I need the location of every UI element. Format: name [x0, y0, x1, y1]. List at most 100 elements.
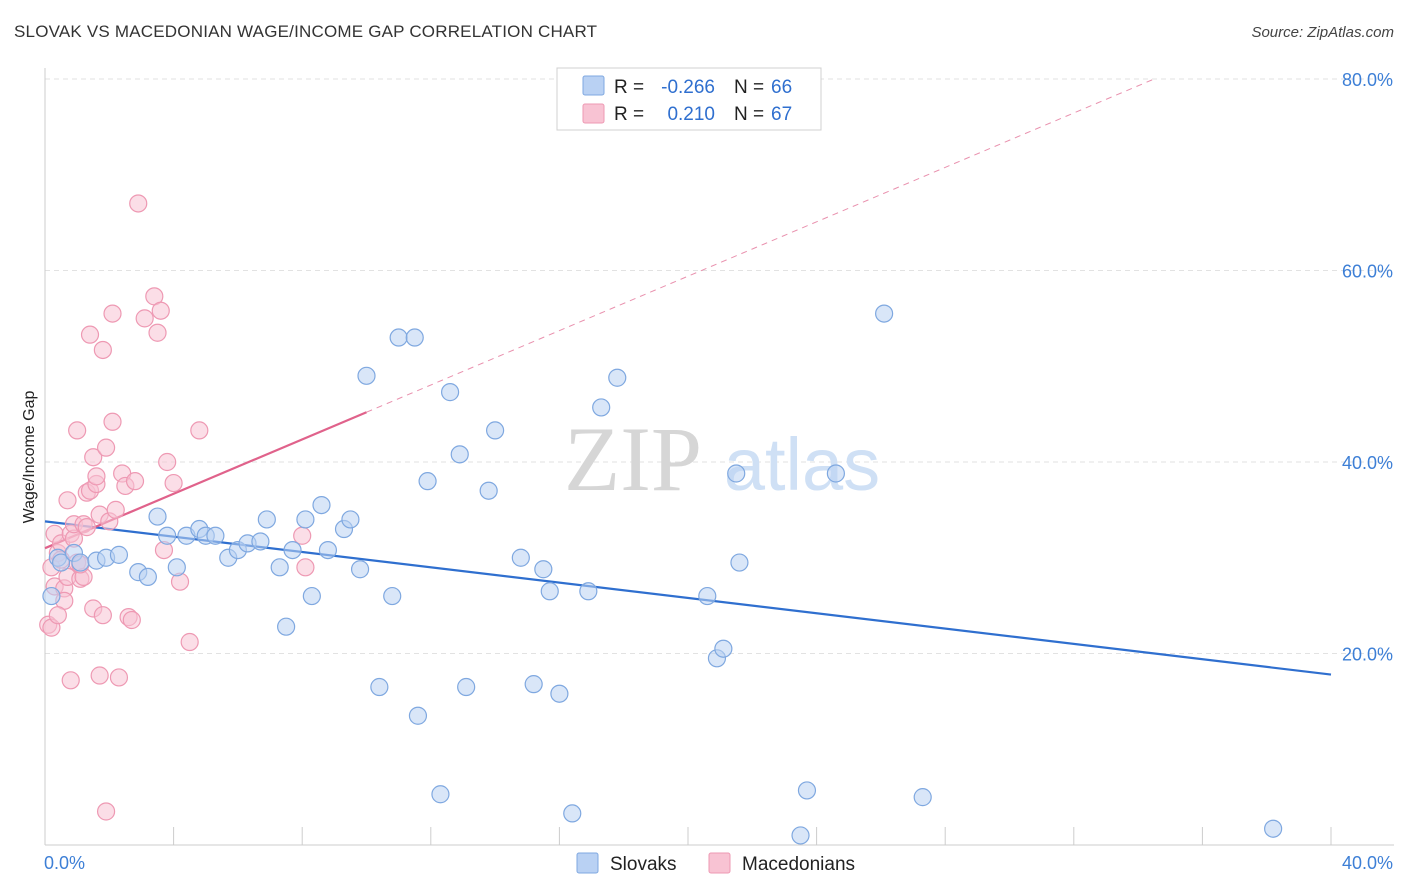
- point-macedonians: [109, 668, 129, 687]
- point-macedonians: [77, 518, 96, 537]
- point-slovaks: [167, 558, 186, 577]
- point-macedonians: [93, 340, 112, 360]
- point-slovaks: [592, 398, 611, 417]
- point-macedonians: [87, 467, 106, 486]
- point-macedonians: [93, 606, 112, 625]
- watermark: ZIP atlas: [564, 408, 880, 510]
- point-macedonians: [96, 802, 116, 821]
- point-slovaks: [457, 677, 476, 697]
- point-slovaks: [283, 540, 302, 560]
- point-macedonians: [103, 412, 122, 431]
- legend-n-value-1: 66: [771, 77, 792, 98]
- legend-swatch-slovaks: [582, 75, 605, 96]
- point-macedonians: [80, 325, 100, 344]
- point-slovaks: [270, 558, 289, 577]
- point-macedonians: [158, 452, 177, 472]
- legend-r-value-1: -0.266: [661, 77, 715, 98]
- y-tick-label-80: 80.0%: [1342, 70, 1393, 90]
- watermark-zip: ZIP: [564, 408, 702, 510]
- point-slovaks: [797, 781, 817, 800]
- point-macedonians: [148, 323, 167, 342]
- point-macedonians: [58, 491, 77, 510]
- trend-line-macedonians: [44, 411, 367, 550]
- point-slovaks: [277, 617, 296, 636]
- point-slovaks: [727, 464, 746, 483]
- point-macedonians: [293, 526, 312, 545]
- point-slovaks: [714, 639, 733, 658]
- y-tick-label-60: 60.0%: [1342, 262, 1393, 282]
- point-slovaks: [730, 553, 749, 572]
- point-slovaks: [534, 560, 553, 579]
- point-slovaks: [251, 532, 270, 551]
- point-slovaks: [302, 586, 321, 606]
- legend-swatch-macedonians: [582, 103, 605, 124]
- point-slovaks: [138, 567, 157, 587]
- point-macedonians: [296, 558, 315, 577]
- legend-n-label-1: N =: [734, 77, 764, 98]
- data-points: [39, 194, 1283, 845]
- point-slovaks: [383, 586, 402, 606]
- y-tick-labels: 20.0% 40.0% 60.0% 80.0%: [1342, 70, 1393, 665]
- bottom-legend-swatch-macedonians: [708, 852, 731, 874]
- point-slovaks: [418, 472, 437, 491]
- point-slovaks: [296, 510, 315, 529]
- point-slovaks: [257, 510, 276, 529]
- point-slovaks: [206, 526, 225, 545]
- point-macedonians: [190, 421, 209, 440]
- bottom-legend-macedonians: Macedonians: [742, 854, 855, 875]
- point-slovaks: [1264, 819, 1283, 838]
- point-macedonians: [84, 448, 103, 467]
- point-slovaks: [357, 366, 376, 385]
- point-slovaks: [389, 328, 408, 347]
- source-credit: Source: ZipAtlas.com: [1251, 24, 1394, 41]
- point-macedonians: [135, 309, 154, 328]
- gridlines: [45, 78, 1394, 654]
- bottom-legend-swatch-slovaks: [576, 852, 599, 874]
- x-tick-label-max: 40.0%: [1342, 853, 1393, 873]
- point-macedonians: [129, 194, 148, 213]
- point-slovaks: [511, 548, 530, 567]
- point-macedonians: [103, 304, 122, 323]
- legend-n-label-2: N =: [734, 104, 764, 125]
- point-macedonians: [125, 472, 145, 491]
- legend-r-label-2: R =: [614, 104, 644, 125]
- point-slovaks: [405, 328, 424, 347]
- point-slovaks: [524, 675, 543, 694]
- point-macedonians: [106, 500, 125, 519]
- trend-lines: [44, 78, 1332, 676]
- point-slovaks: [550, 684, 569, 703]
- point-slovaks: [563, 804, 582, 823]
- point-macedonians: [90, 666, 109, 685]
- point-slovaks: [318, 540, 338, 560]
- point-slovaks: [158, 526, 177, 545]
- bottom-legend-slovaks: Slovaks: [610, 854, 677, 875]
- point-macedonians: [151, 301, 170, 320]
- chart-title: SLOVAK VS MACEDONIAN WAGE/INCOME GAP COR…: [14, 22, 598, 41]
- point-slovaks: [431, 785, 450, 804]
- point-slovaks: [698, 586, 717, 606]
- point-slovaks: [109, 545, 129, 564]
- point-slovaks: [913, 788, 932, 807]
- point-slovaks: [450, 445, 469, 464]
- point-slovaks: [312, 495, 331, 515]
- legend-r-label-1: R =: [614, 77, 644, 98]
- legend-box: R = -0.266 N = 66 R = 0.210 N = 67: [556, 67, 822, 131]
- point-slovaks: [350, 560, 370, 579]
- point-macedonians: [122, 610, 141, 630]
- point-slovaks: [875, 304, 894, 323]
- point-slovaks: [42, 586, 61, 606]
- point-slovaks: [579, 582, 598, 601]
- y-tick-label-40: 40.0%: [1342, 453, 1393, 473]
- point-macedonians: [48, 606, 67, 625]
- axes: [44, 68, 1394, 846]
- point-slovaks: [71, 553, 90, 572]
- point-macedonians: [180, 632, 199, 652]
- point-slovaks: [51, 553, 71, 572]
- point-macedonians: [164, 473, 183, 493]
- x-tick-labels: 0.0% 40.0%: [44, 853, 1393, 873]
- x-tick-label-min: 0.0%: [44, 853, 85, 873]
- point-macedonians: [96, 438, 116, 457]
- y-tick-label-20: 20.0%: [1342, 645, 1393, 665]
- point-slovaks: [540, 582, 559, 601]
